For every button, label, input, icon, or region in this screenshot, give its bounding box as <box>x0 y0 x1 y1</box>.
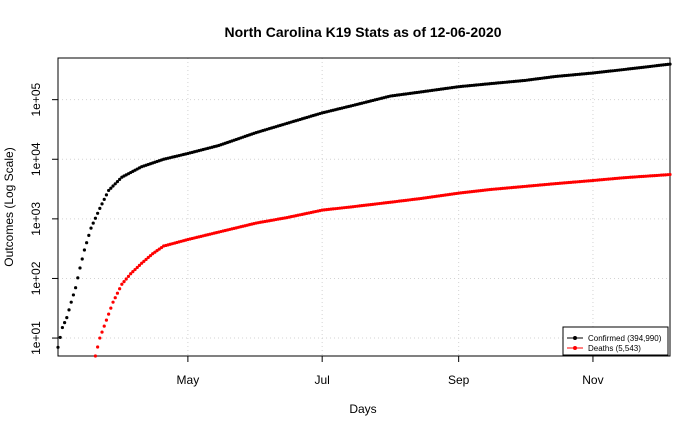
data-point <box>122 280 126 284</box>
series-confirmed <box>56 62 672 349</box>
data-point <box>668 172 672 177</box>
data-point <box>78 266 82 270</box>
legend-label-confirmed: Confirmed (394,990) <box>588 334 662 343</box>
data-point <box>82 248 87 252</box>
data-point <box>109 306 113 310</box>
x-tick-label: Jul <box>315 373 330 387</box>
data-point <box>146 255 150 260</box>
data-point <box>63 321 67 325</box>
data-point <box>58 335 62 340</box>
y-tick-label: 1e+01 <box>29 321 43 355</box>
data-point <box>96 211 100 215</box>
data-point <box>137 263 142 267</box>
y-tick-label: 1e+02 <box>29 261 43 295</box>
chart-title: North Carolina K19 Stats as of 12-06-202… <box>225 24 502 40</box>
data-point <box>74 286 78 290</box>
series-layer <box>56 62 672 358</box>
data-point <box>93 354 98 358</box>
data-point <box>93 216 98 220</box>
data-point <box>89 226 93 230</box>
y-tick-label: 1e+03 <box>29 202 43 236</box>
data-point <box>113 296 117 300</box>
data-point <box>102 197 106 201</box>
x-tick-label: May <box>177 373 200 387</box>
x-tick-label: Sep <box>448 373 470 387</box>
data-point <box>71 293 76 297</box>
data-point <box>111 184 115 188</box>
legend: Confirmed (394,990) Deaths (5,543) <box>562 326 669 356</box>
data-point <box>98 336 102 340</box>
data-point <box>65 316 69 320</box>
data-point <box>120 282 124 286</box>
data-point <box>76 276 80 280</box>
legend-marker-deaths <box>573 346 577 350</box>
data-point <box>67 308 71 312</box>
grid-layer <box>58 58 670 356</box>
plot-frame <box>57 57 671 357</box>
data-point <box>111 300 115 304</box>
x-tick-label: Nov <box>582 373 603 387</box>
data-point <box>118 287 122 291</box>
data-point <box>118 177 122 181</box>
data-point <box>142 259 146 263</box>
y-axis: 1e+01 1e+02 1e+03 1e+04 1e+05 <box>29 82 58 355</box>
data-point <box>107 312 111 316</box>
data-point <box>100 202 104 206</box>
data-point <box>140 261 144 265</box>
data-point <box>115 291 120 295</box>
data-point <box>126 274 131 278</box>
data-point <box>133 267 137 272</box>
series-deaths <box>93 172 672 358</box>
data-point <box>131 270 135 274</box>
y-axis-label: Outcomes (Log Scale) <box>2 147 16 266</box>
legend-label-deaths: Deaths (5,543) <box>588 344 641 353</box>
data-point <box>135 265 139 270</box>
data-point <box>104 318 109 322</box>
data-point <box>668 62 672 66</box>
y-tick-label: 1e+05 <box>29 82 43 116</box>
data-point <box>96 345 100 349</box>
data-point <box>115 180 120 184</box>
x-axis-label: Days <box>349 402 376 416</box>
data-point <box>148 254 153 258</box>
data-point <box>124 277 128 281</box>
data-point <box>98 206 102 210</box>
data-point <box>69 300 73 304</box>
data-point <box>107 188 111 193</box>
legend-marker-confirmed <box>573 336 577 340</box>
data-point <box>144 257 148 262</box>
data-point <box>80 257 84 261</box>
y-tick-label: 1e+04 <box>29 142 43 176</box>
data-point <box>104 193 109 197</box>
data-point <box>113 182 117 186</box>
legend-box <box>562 326 669 356</box>
data-point <box>100 330 104 334</box>
data-point <box>60 325 64 330</box>
data-point <box>85 241 89 245</box>
data-point <box>87 233 91 237</box>
data-point <box>91 221 95 225</box>
data-point <box>102 324 106 328</box>
x-axis: May Jul Sep Nov <box>177 356 604 387</box>
data-point <box>56 345 60 349</box>
data-point <box>109 186 113 190</box>
data-point <box>129 272 133 276</box>
